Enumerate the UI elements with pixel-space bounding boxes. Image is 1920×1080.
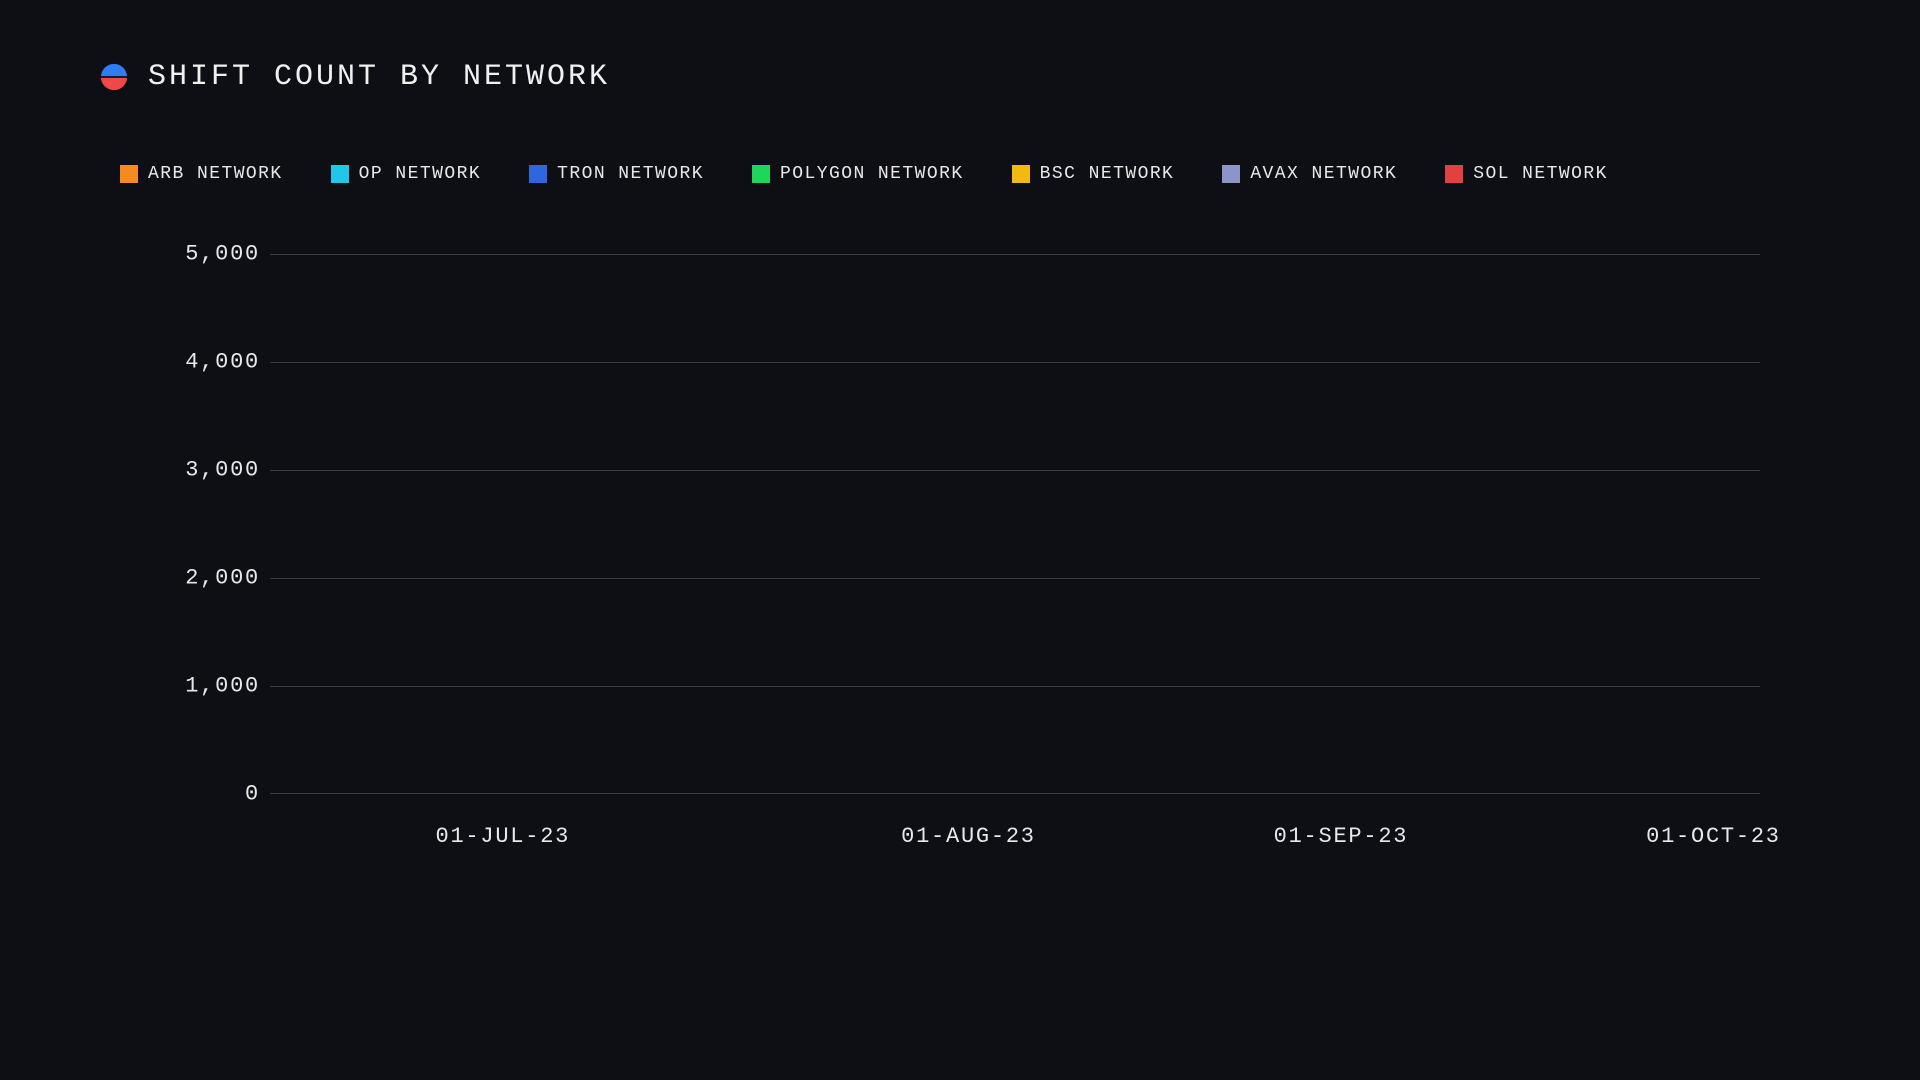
legend-swatch	[1222, 165, 1240, 183]
legend-item-arb: ARB NETWORK	[120, 164, 283, 184]
legend-item-bsc: BSC NETWORK	[1012, 164, 1175, 184]
y-tick-label: 5,000	[160, 242, 260, 267]
chart-header: SHIFT COUNT BY NETWORK	[100, 60, 1820, 94]
legend-swatch	[752, 165, 770, 183]
y-tick-label: 0	[160, 782, 260, 807]
x-axis: 01-JUL-2301-AUG-2301-SEP-2301-OCT-23	[270, 824, 1760, 864]
legend-swatch	[1012, 165, 1030, 183]
chart-plot: 01,0002,0003,0004,0005,000	[270, 254, 1760, 794]
y-tick-label: 3,000	[160, 458, 260, 483]
x-tick-label: 01-OCT-23	[1646, 824, 1781, 849]
legend-label: AVAX NETWORK	[1250, 164, 1397, 184]
legend-swatch	[529, 165, 547, 183]
y-tick-label: 4,000	[160, 350, 260, 375]
legend-swatch	[1445, 165, 1463, 183]
chart-title: SHIFT COUNT BY NETWORK	[148, 60, 610, 94]
legend-item-op: OP NETWORK	[331, 164, 481, 184]
y-axis: 01,0002,0003,0004,0005,000	[160, 254, 260, 794]
bars-area	[270, 254, 1760, 794]
legend-label: TRON NETWORK	[557, 164, 704, 184]
legend-item-sol: SOL NETWORK	[1445, 164, 1608, 184]
legend-swatch	[331, 165, 349, 183]
legend-swatch	[120, 165, 138, 183]
legend-label: POLYGON NETWORK	[780, 164, 964, 184]
legend-item-avax: AVAX NETWORK	[1222, 164, 1397, 184]
legend-label: SOL NETWORK	[1473, 164, 1608, 184]
legend: ARB NETWORK OP NETWORK TRON NETWORK POLYGON…	[120, 164, 1820, 184]
legend-item-polygon: POLYGON NETWORK	[752, 164, 964, 184]
logo-icon	[100, 63, 128, 91]
legend-label: ARB NETWORK	[148, 164, 283, 184]
y-tick-label: 2,000	[160, 566, 260, 591]
legend-item-tron: TRON NETWORK	[529, 164, 704, 184]
x-tick-label: 01-AUG-23	[901, 824, 1036, 849]
x-tick-label: 01-SEP-23	[1274, 824, 1409, 849]
y-tick-label: 1,000	[160, 674, 260, 699]
legend-label: BSC NETWORK	[1040, 164, 1175, 184]
legend-label: OP NETWORK	[359, 164, 481, 184]
x-tick-label: 01-JUL-23	[435, 824, 570, 849]
